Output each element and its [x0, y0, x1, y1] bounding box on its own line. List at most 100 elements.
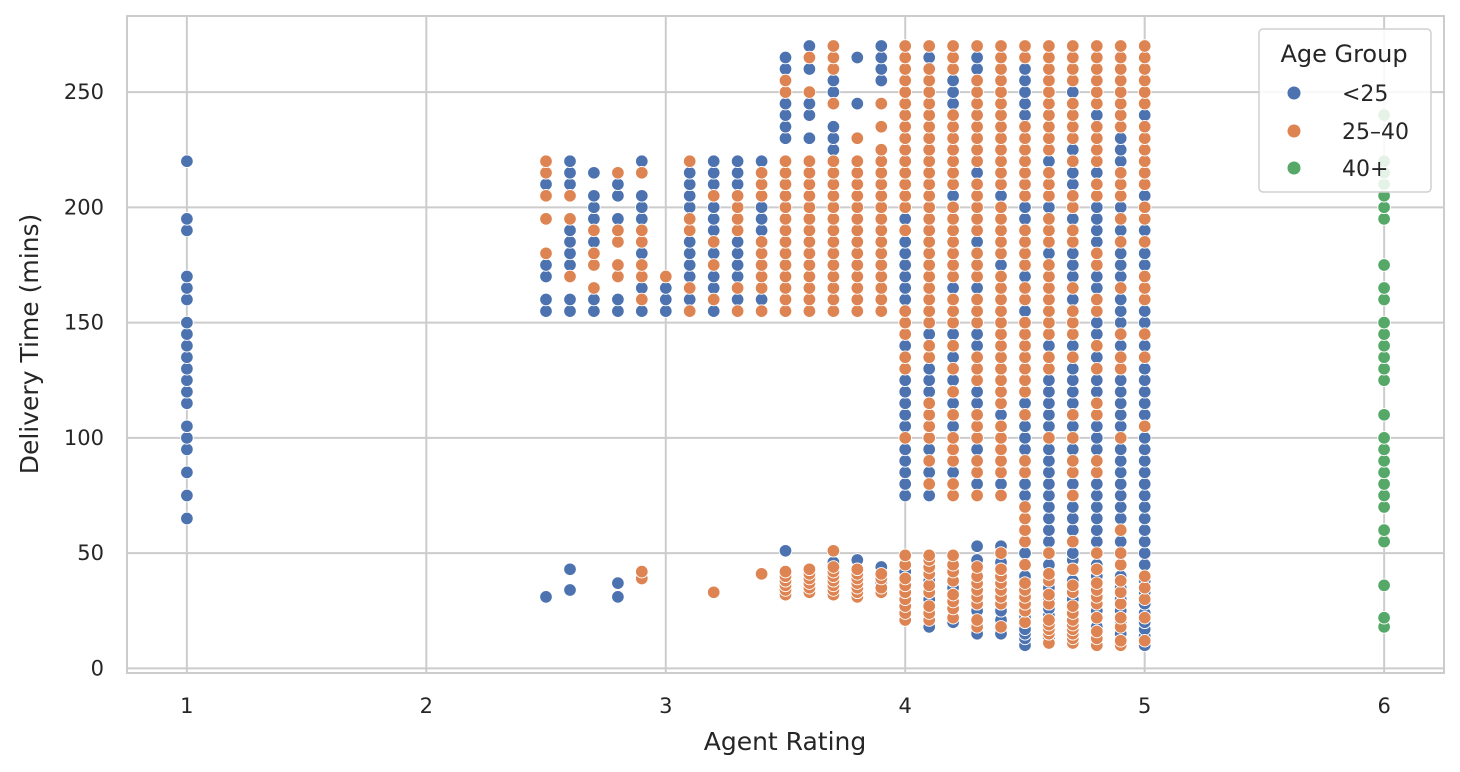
point-under-25 [1042, 246, 1056, 261]
point-25-40 [730, 304, 745, 318]
point-25-40 [802, 562, 817, 577]
point-25-40 [778, 258, 793, 272]
point-under-25 [826, 119, 841, 134]
point-under-25 [635, 189, 649, 203]
point-25-40 [1090, 624, 1104, 639]
point-25-40 [1090, 96, 1104, 111]
point-25-40 [946, 361, 960, 376]
point-25-40 [850, 304, 865, 318]
point-25-40 [1042, 73, 1056, 88]
point-40-plus [1377, 200, 1391, 215]
point-25-40 [994, 281, 1008, 295]
point-25-40 [1018, 223, 1032, 238]
point-under-25 [180, 361, 194, 376]
point-under-25 [1090, 200, 1104, 215]
point-under-25 [922, 465, 936, 480]
point-25-40 [706, 235, 721, 249]
point-25-40 [922, 477, 936, 491]
x-axis-label: Agent Rating [704, 727, 867, 756]
point-under-25 [1090, 511, 1104, 526]
point-25-40 [898, 177, 912, 192]
point-25-40 [898, 62, 912, 76]
point-25-40 [1066, 408, 1080, 422]
point-under-25 [180, 327, 194, 341]
point-25-40 [970, 350, 984, 364]
point-25-40 [802, 212, 817, 226]
point-40-plus [1377, 361, 1391, 376]
point-25-40 [922, 85, 936, 99]
point-25-40 [1090, 85, 1104, 99]
point-25-40 [778, 281, 793, 295]
point-under-25 [922, 488, 936, 503]
x-tick-label: 6 [1377, 694, 1390, 718]
point-under-25 [706, 154, 721, 168]
point-25-40 [922, 281, 936, 295]
point-25-40 [1018, 361, 1032, 376]
point-under-25 [778, 62, 793, 76]
point-under-25 [1113, 373, 1128, 387]
point-25-40 [1042, 269, 1056, 284]
point-25-40 [922, 200, 936, 215]
point-25-40 [970, 560, 984, 574]
point-under-25 [1090, 235, 1104, 249]
point-25-40 [754, 269, 769, 284]
point-25-40 [730, 189, 745, 203]
point-25-40 [1137, 592, 1152, 606]
point-under-25 [180, 338, 194, 353]
point-25-40 [611, 166, 625, 180]
point-under-25 [1018, 419, 1032, 434]
point-25-40 [730, 281, 745, 295]
point-40-plus [1377, 578, 1391, 593]
point-under-25 [180, 154, 194, 168]
point-25-40 [850, 200, 865, 215]
point-25-40 [539, 189, 553, 203]
point-25-40 [994, 546, 1008, 560]
point-under-25 [826, 131, 841, 145]
point-25-40 [1042, 546, 1056, 560]
point-25-40 [1042, 119, 1056, 134]
point-under-25 [1090, 373, 1104, 387]
point-under-25 [180, 269, 194, 284]
point-25-40 [1066, 131, 1080, 145]
point-under-25 [1137, 523, 1152, 537]
point-25-40 [611, 269, 625, 284]
point-25-40 [874, 269, 889, 284]
x-tick-label: 4 [899, 694, 912, 718]
point-25-40 [1018, 327, 1032, 341]
point-25-40 [754, 166, 769, 180]
point-25-40 [898, 154, 912, 168]
point-25-40 [1113, 361, 1128, 376]
point-25-40 [1018, 50, 1032, 65]
point-40-plus [1377, 465, 1391, 480]
point-25-40 [1113, 189, 1128, 203]
point-25-40 [802, 50, 817, 65]
point-under-25 [611, 189, 625, 203]
point-25-40 [946, 442, 960, 457]
point-under-25 [706, 223, 721, 238]
point-25-40 [1113, 235, 1128, 249]
point-under-25 [706, 177, 721, 192]
point-25-40 [946, 408, 960, 422]
point-under-25 [1137, 477, 1152, 491]
point-25-40 [1066, 350, 1080, 364]
point-40-plus [1377, 212, 1391, 226]
point-25-40 [994, 620, 1008, 634]
point-under-25 [946, 396, 960, 411]
point-under-25 [730, 292, 745, 307]
point-under-25 [1113, 408, 1128, 422]
point-under-25 [563, 223, 577, 238]
point-40-plus [1377, 315, 1391, 330]
point-40-plus [1377, 281, 1391, 295]
point-25-40 [922, 431, 936, 445]
point-under-25 [1018, 96, 1032, 111]
y-tick-label: 250 [64, 80, 104, 104]
point-under-25 [730, 258, 745, 272]
point-25-40 [970, 361, 984, 376]
point-25-40 [898, 431, 912, 445]
point-25-40 [1042, 613, 1056, 627]
point-under-25 [898, 292, 912, 307]
point-under-25 [898, 408, 912, 422]
point-under-25 [1066, 477, 1080, 491]
point-25-40 [754, 304, 769, 318]
point-under-25 [1113, 269, 1128, 284]
